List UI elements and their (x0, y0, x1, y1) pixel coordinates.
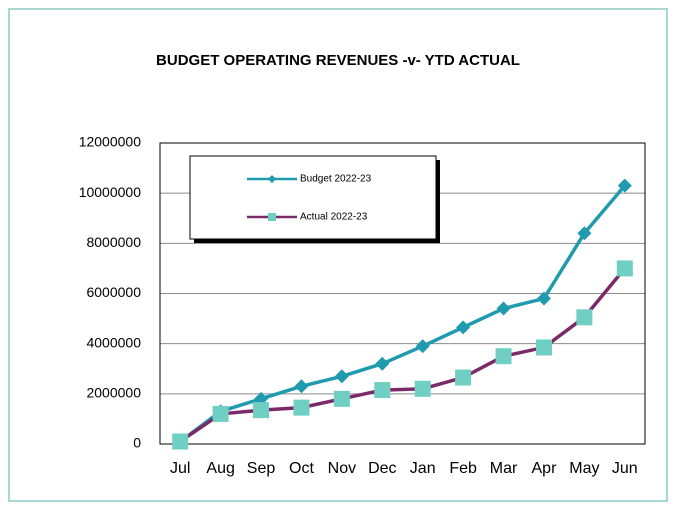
x-tick-label: May (569, 460, 599, 477)
data-point (212, 405, 229, 422)
y-tick-label: 12000000 (79, 134, 142, 150)
legend-label: Budget 2022-23 (300, 174, 372, 185)
data-point (576, 309, 593, 326)
data-point (495, 348, 512, 365)
y-tick-label: 6000000 (86, 284, 141, 300)
x-tick-label: Dec (368, 460, 396, 477)
data-point (172, 433, 189, 450)
data-point (333, 390, 350, 407)
y-tick-label: 4000000 (86, 334, 141, 350)
legend: Budget 2022-23 Actual 2022-23 (189, 155, 440, 243)
x-tick-label: Apr (532, 460, 558, 477)
series-line (179, 184, 627, 443)
data-point (375, 356, 390, 371)
x-tick-label: Sep (247, 460, 276, 477)
x-tick-label: Jun (612, 460, 638, 477)
data-point (294, 379, 309, 394)
data-point (455, 369, 472, 386)
data-point (577, 226, 592, 241)
x-tick-label: Jul (170, 460, 190, 477)
data-point (415, 339, 430, 354)
legend-marker (268, 175, 276, 183)
data-point (535, 339, 552, 356)
x-tick-label: Aug (206, 460, 234, 477)
data-point (616, 260, 633, 277)
data-point (414, 380, 431, 397)
data-point (456, 320, 471, 335)
x-tick-label: Mar (490, 460, 518, 477)
data-point (617, 178, 632, 193)
data-point (334, 369, 349, 384)
legend-label: Actual 2022-23 (300, 212, 368, 223)
legend-marker (268, 213, 276, 221)
legend-box (189, 155, 437, 240)
y-tick-label: 8000000 (86, 234, 141, 250)
x-tick-label: Oct (289, 460, 314, 477)
x-tick-label: Nov (328, 460, 356, 477)
data-point (253, 402, 270, 419)
chart-title: BUDGET OPERATING REVENUES -v- YTD ACTUAL (156, 52, 520, 69)
data-point (496, 301, 511, 316)
data-point (374, 382, 391, 399)
data-point (536, 291, 551, 306)
x-tick-label: Jan (410, 460, 436, 477)
y-tick-label: 10000000 (79, 184, 142, 200)
y-tick-label: 2000000 (86, 385, 141, 401)
chart-border (8, 8, 668, 502)
plot-area (159, 142, 646, 445)
data-point (293, 399, 310, 416)
x-tick-label: Feb (449, 460, 477, 477)
y-tick-label: 0 (133, 435, 141, 451)
